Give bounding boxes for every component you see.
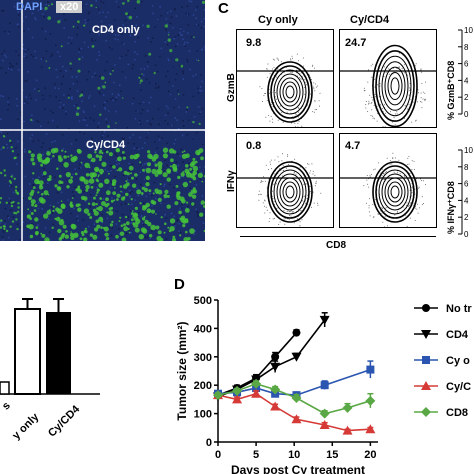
legend-marker: [422, 356, 430, 364]
right-tick-label: 4: [464, 196, 469, 205]
legend-label: CD8: [446, 407, 468, 419]
data-point: [365, 424, 376, 434]
x-tick-label: 5: [253, 449, 259, 461]
series-4: [213, 378, 376, 419]
flow-value-cy-ifng: 0.8: [246, 140, 262, 152]
right-tick-label: 6: [464, 60, 469, 69]
legend-label: Cy o: [446, 355, 470, 367]
y-tick-label: 0: [206, 437, 212, 449]
legend-item: CD4: [414, 329, 469, 341]
flow-plot-cycd4-ifng: [339, 133, 437, 228]
flow-plot-cy-ifng: [236, 133, 334, 228]
legend-label: Cy/C: [446, 381, 471, 393]
data-point: [342, 425, 353, 435]
x-tick-label: 15: [326, 449, 338, 461]
data-point: [342, 402, 353, 413]
data-point: [271, 352, 280, 361]
flow-right-label-gzmb: % GzmB⁺CD8: [446, 60, 456, 120]
flow-plot-cycd4-gzmb: [339, 29, 437, 128]
legend-item: No tr: [414, 303, 472, 315]
bar-fragment: [0, 298, 100, 395]
right-tick-label: 0: [464, 110, 469, 119]
right-tick-label: 8: [464, 43, 469, 52]
microscopy-panel: DAPI x20 CD4 only Cy/CD4: [0, 0, 205, 241]
legend-item: Cy o: [414, 355, 470, 367]
flow-value-cy-gzmb: 9.8: [246, 37, 262, 49]
flow-x-axis-label: CD8: [326, 240, 347, 251]
legend-marker: [421, 407, 431, 417]
series-line: [217, 319, 326, 398]
y-tick-label: 500: [194, 295, 212, 307]
flow-value-cycd4-gzmb: 24.7: [345, 37, 367, 49]
legend-item: CD8: [414, 407, 468, 419]
y-tick-label: 200: [194, 380, 212, 392]
y-tick-label: 100: [194, 409, 212, 421]
tumor-size-chart: 0 100 200 300 400 500 0 5 10 15 20 Days post Cy tre…: [175, 295, 472, 474]
right-tick-label: 10: [464, 26, 473, 35]
data-point: [251, 378, 262, 389]
y-tick-label: 400: [194, 323, 212, 335]
data-point: [319, 315, 330, 325]
legend-marker: [421, 330, 431, 339]
legend-label: No tr: [446, 303, 472, 315]
data-point: [320, 381, 329, 390]
legend-marker: [422, 304, 430, 312]
right-tick-label: 2: [464, 213, 469, 222]
data-point: [319, 419, 330, 429]
data-point: [213, 390, 223, 401]
data-point: [291, 414, 302, 424]
legend-item: Cy/C: [414, 381, 471, 393]
data-point: [365, 395, 376, 406]
data-point: [366, 365, 375, 374]
legend-marker: [421, 381, 431, 390]
right-tick-label: 0: [464, 230, 469, 238]
data-point: [292, 328, 301, 337]
data-point: [232, 385, 243, 396]
bar-fragment-stub: [0, 381, 10, 395]
x-axis-label: Days post Cy treatment: [231, 463, 365, 474]
panel-letter-c: C: [218, 0, 229, 17]
flow-value-cycd4-ifng: 4.7: [345, 140, 361, 152]
data-point: [251, 388, 262, 398]
microscopy-image: [0, 0, 205, 241]
flow-plot-cy-gzmb: [236, 29, 334, 128]
right-tick-label: 2: [464, 93, 469, 102]
legend-label: CD4: [446, 329, 469, 341]
y-tick-label: 300: [194, 352, 212, 364]
flow-right-axes: 0 2 4 6 8 10 0 2 4 6 8 10: [458, 26, 473, 238]
x-tick-label: 20: [364, 449, 376, 461]
data-point: [270, 384, 281, 395]
right-tick-label: 8: [464, 163, 469, 172]
right-tick-label: 6: [464, 180, 469, 189]
data-point: [319, 408, 330, 419]
data-point: [291, 392, 302, 403]
flow-x-axis-line: [240, 236, 436, 237]
right-tick-label: 4: [464, 76, 469, 85]
bar-cy-only: [14, 308, 41, 395]
data-point: [232, 394, 243, 404]
micro-legend-dapi: DAPI: [16, 1, 43, 13]
series-line: [217, 392, 371, 432]
data-point: [291, 352, 302, 362]
flow-col-header-1: Cy only: [258, 14, 298, 26]
data-point: [270, 401, 281, 411]
flow-col-header-2: Cy/CD4: [350, 14, 390, 26]
y-axis-label: Tumor size (mm²): [175, 321, 189, 420]
x-tick-label: 0: [215, 449, 221, 461]
flow-right-label-ifng: % IFNγ⁺CD8: [446, 181, 456, 234]
x-tick-label: 10: [288, 449, 300, 461]
micro-legend-mag: x20: [56, 1, 83, 13]
bar-cy-cd4: [46, 312, 71, 394]
panel-letter-d: D: [174, 276, 185, 293]
data-point: [270, 362, 281, 372]
micro-label-cy-cd4: Cy/CD4: [86, 139, 126, 151]
right-tick-label: 10: [464, 146, 473, 155]
micro-label-cd4-only: CD4 only: [92, 24, 140, 36]
